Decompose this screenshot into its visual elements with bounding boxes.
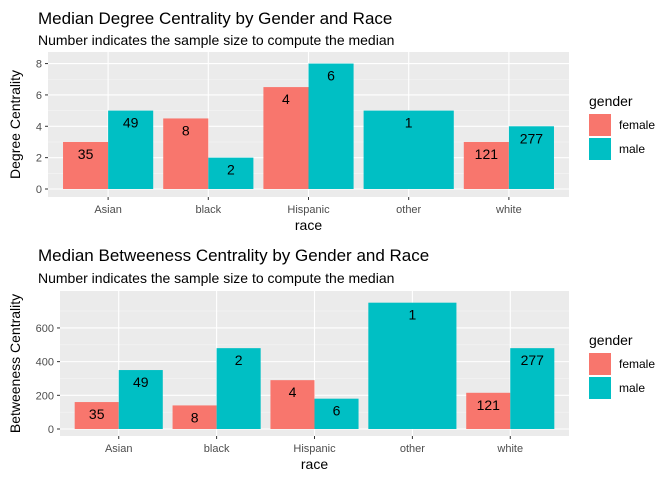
bar-other-male xyxy=(368,302,457,429)
x-tick-label: black xyxy=(204,443,230,455)
x-tick-label: Asian xyxy=(105,443,133,455)
chart-2: Median Betweeness Centrality by Gender a… xyxy=(7,246,655,472)
bar-black-male xyxy=(208,157,254,189)
bar-hispanic-male xyxy=(314,398,359,429)
y-tick-label: 400 xyxy=(36,357,54,369)
bar-black-male xyxy=(216,348,261,429)
bar-label: 121 xyxy=(475,146,499,162)
bar-asian-female xyxy=(74,402,119,429)
chart-1: Median Degree Centrality by Gender and R… xyxy=(7,9,655,233)
chart-title: Median Betweeness Centrality by Gender a… xyxy=(38,246,429,265)
legend-label-male: male xyxy=(619,381,645,395)
chart-title: Median Degree Centrality by Gender and R… xyxy=(38,9,392,28)
legend-title: gender xyxy=(589,93,633,109)
bar-black-female xyxy=(172,405,217,429)
bar-white-male xyxy=(508,126,554,189)
bar-label: 4 xyxy=(289,384,297,400)
bar-label: 6 xyxy=(327,68,335,84)
y-tick-label: 2 xyxy=(36,153,42,165)
bar-hispanic-female xyxy=(263,87,309,189)
y-tick-label: 0 xyxy=(48,424,54,436)
y-axis-title: Betweeness Centrality xyxy=(7,294,23,433)
x-tick-label: black xyxy=(195,204,221,216)
bar-label: 277 xyxy=(520,130,544,146)
y-tick-label: 200 xyxy=(36,390,54,402)
bar-label: 4 xyxy=(282,91,290,107)
x-axis-title: race xyxy=(295,217,322,233)
x-tick-label: other xyxy=(396,204,421,216)
bar-white-male xyxy=(510,348,555,429)
bar-label: 35 xyxy=(89,406,105,422)
bar-label: 49 xyxy=(123,115,139,131)
x-tick-label: Asian xyxy=(94,204,122,216)
bar-other-male xyxy=(363,110,454,189)
chart-subtitle: Number indicates the sample size to comp… xyxy=(38,270,394,286)
legend-key-male xyxy=(589,138,611,160)
bar-label: 35 xyxy=(78,146,94,162)
x-tick-label: Hispanic xyxy=(287,204,330,216)
bar-label: 277 xyxy=(521,352,545,368)
bar-label: 8 xyxy=(182,122,190,138)
x-tick-label: Hispanic xyxy=(293,443,336,455)
legend-title: gender xyxy=(589,332,633,348)
legend-label-female: female xyxy=(619,357,655,371)
x-tick-label: other xyxy=(400,443,425,455)
x-axis-title: race xyxy=(301,456,328,472)
bar-white-female xyxy=(463,141,509,189)
legend-key-male xyxy=(589,377,611,399)
x-tick-label: white xyxy=(496,443,523,455)
bar-label: 8 xyxy=(191,409,199,425)
legend-label-female: female xyxy=(619,118,655,132)
bar-asian-male xyxy=(108,110,154,189)
bar-label: 6 xyxy=(333,403,341,419)
y-tick-label: 6 xyxy=(36,90,42,102)
x-tick-label: white xyxy=(495,204,522,216)
bar-black-female xyxy=(163,118,209,189)
bar-label: 2 xyxy=(235,352,243,368)
bar-label: 1 xyxy=(408,307,416,323)
bar-asian-male xyxy=(118,370,163,429)
bar-white-female xyxy=(466,392,511,429)
bar-label: 1 xyxy=(405,115,413,131)
y-tick-label: 4 xyxy=(36,121,42,133)
bar-hispanic-male xyxy=(308,63,354,189)
y-axis-title: Degree Centrality xyxy=(7,70,23,179)
y-tick-label: 0 xyxy=(36,184,42,196)
chart-subtitle: Number indicates the sample size to comp… xyxy=(38,32,394,48)
bar-label: 121 xyxy=(477,397,501,413)
legend-key-female xyxy=(589,114,611,136)
legend-key-female xyxy=(589,353,611,375)
legend-label-male: male xyxy=(619,142,645,156)
bar-asian-female xyxy=(63,141,109,189)
bar-label: 2 xyxy=(227,162,235,178)
y-tick-label: 600 xyxy=(36,323,54,335)
y-tick-label: 8 xyxy=(36,59,42,71)
bar-hispanic-female xyxy=(270,380,315,429)
bar-label: 49 xyxy=(133,374,149,390)
